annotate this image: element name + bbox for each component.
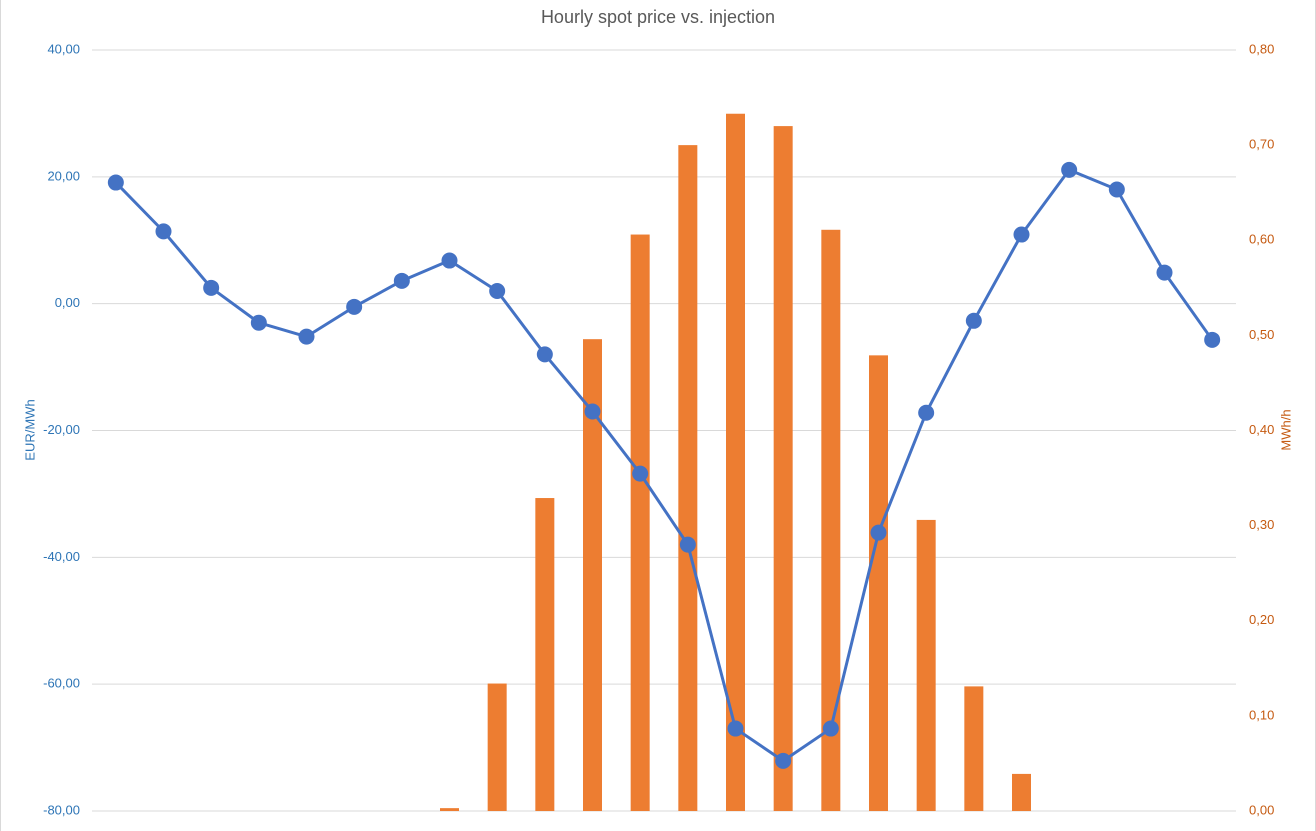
y-tick-label: 20,00	[47, 168, 80, 183]
y2-tick-label: 0,50	[1249, 327, 1274, 342]
line-marker	[536, 346, 553, 363]
bar	[630, 234, 650, 812]
line-marker	[822, 720, 839, 737]
line-marker	[775, 752, 792, 769]
bar	[440, 808, 459, 811]
y2-tick-label: 0,70	[1249, 137, 1274, 152]
line-marker	[918, 404, 935, 421]
y2-tick-label: 0,80	[1249, 41, 1274, 56]
bar	[487, 683, 507, 811]
line-marker	[1156, 264, 1173, 281]
line-marker	[489, 282, 506, 299]
line-marker	[393, 272, 410, 289]
y-axis-label: EUR/MWh	[22, 399, 37, 460]
line-marker	[107, 174, 124, 191]
chart-title: Hourly spot price vs. injection	[541, 7, 775, 27]
line-marker	[965, 312, 982, 329]
y-tick-label: -20,00	[43, 422, 80, 437]
line-marker	[584, 403, 601, 420]
y-tick-label: 40,00	[47, 41, 80, 56]
y-tick-label: 0,00	[55, 295, 80, 310]
line	[114, 168, 1214, 763]
bar	[583, 339, 602, 811]
bar	[678, 145, 698, 811]
line-marker	[298, 328, 315, 345]
y2-axis-label: MWh/h	[1278, 409, 1293, 450]
bar	[1012, 773, 1031, 811]
line-marker	[727, 720, 744, 737]
y-tick-label: -80,00	[43, 802, 80, 817]
bar	[821, 229, 841, 811]
bar	[869, 355, 888, 811]
y2-tick-label: 0,30	[1249, 517, 1274, 532]
bar	[964, 686, 984, 811]
line-marker	[679, 536, 696, 553]
y2-tick-label: 0,00	[1249, 802, 1274, 817]
y-tick-label: -40,00	[43, 549, 80, 564]
line-marker	[441, 252, 458, 269]
bar	[916, 519, 936, 811]
line-marker	[203, 279, 220, 296]
line-marker	[1013, 226, 1030, 243]
y-tick-label: -60,00	[43, 676, 80, 691]
bar	[535, 498, 555, 811]
line-marker	[346, 298, 363, 315]
line-marker	[1108, 181, 1125, 198]
y2-tick-label: 0,10	[1249, 707, 1274, 722]
y2-tick-label: 0,40	[1249, 422, 1274, 437]
line-marker	[632, 465, 649, 482]
bar	[726, 113, 745, 811]
line-marker	[155, 223, 172, 240]
line-marker	[870, 524, 887, 541]
y2-tick-label: 0,60	[1249, 232, 1274, 247]
y2-tick-label: 0,20	[1249, 612, 1274, 627]
line-marker	[1204, 331, 1221, 348]
bar	[773, 126, 793, 812]
line-marker	[250, 314, 267, 331]
line-marker	[1061, 161, 1078, 178]
